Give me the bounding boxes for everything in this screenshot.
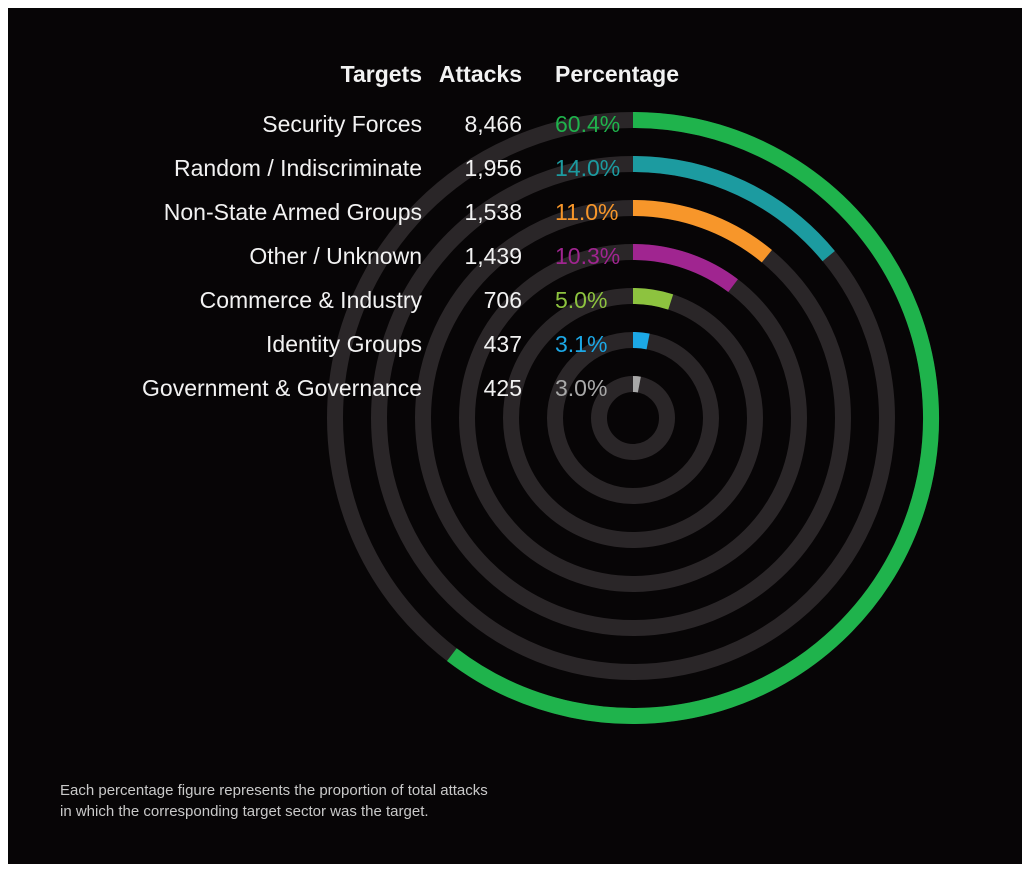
- percentage-value: 10.3%: [555, 243, 621, 269]
- ring-arc: [632, 200, 772, 263]
- header-targets: Targets: [340, 61, 422, 87]
- attacks-value: 1,538: [464, 199, 522, 225]
- target-label: Random / Indiscriminate: [174, 155, 422, 181]
- percentage-value: 5.0%: [555, 287, 608, 313]
- ring-arc: [446, 112, 939, 724]
- attacks-value: 1,956: [464, 155, 522, 181]
- ring-arc: [632, 375, 641, 393]
- ring-arcs: [446, 112, 939, 724]
- percentage-value: 3.0%: [555, 375, 608, 401]
- attacks-value: 706: [483, 287, 522, 313]
- target-label: Non-State Armed Groups: [163, 199, 422, 225]
- attacks-value: 8,466: [464, 111, 522, 137]
- attacks-value: 425: [483, 375, 522, 401]
- target-label: Identity Groups: [266, 331, 422, 357]
- ring-arc: [632, 156, 835, 262]
- percentage-value: 3.1%: [555, 331, 608, 357]
- percentage-value: 14.0%: [555, 155, 621, 181]
- footnote-line-2: in which the corresponding target sector…: [60, 803, 429, 820]
- header-attacks: Attacks: [438, 61, 522, 87]
- attacks-value: 1,439: [464, 243, 522, 269]
- ring-arc: [632, 331, 650, 350]
- header-percentage: Percentage: [555, 61, 680, 87]
- target-label: Government & Governance: [142, 375, 422, 401]
- target-label: Other / Unknown: [249, 243, 422, 269]
- ring-track: [547, 332, 719, 504]
- footnote-line-1: Each percentage figure represents the pr…: [60, 782, 488, 799]
- ring-arc: [632, 244, 738, 293]
- percentage-value: 60.4%: [555, 111, 621, 137]
- footnote: Each percentage figure represents the pr…: [60, 780, 488, 822]
- percentage-value: 11.0%: [555, 199, 619, 225]
- target-label: Commerce & Industry: [199, 287, 422, 313]
- target-label: Security Forces: [262, 111, 422, 137]
- ring-track: [591, 376, 675, 460]
- ring-arc: [632, 288, 674, 310]
- ring-track: [415, 200, 851, 636]
- attacks-value: 437: [483, 331, 522, 357]
